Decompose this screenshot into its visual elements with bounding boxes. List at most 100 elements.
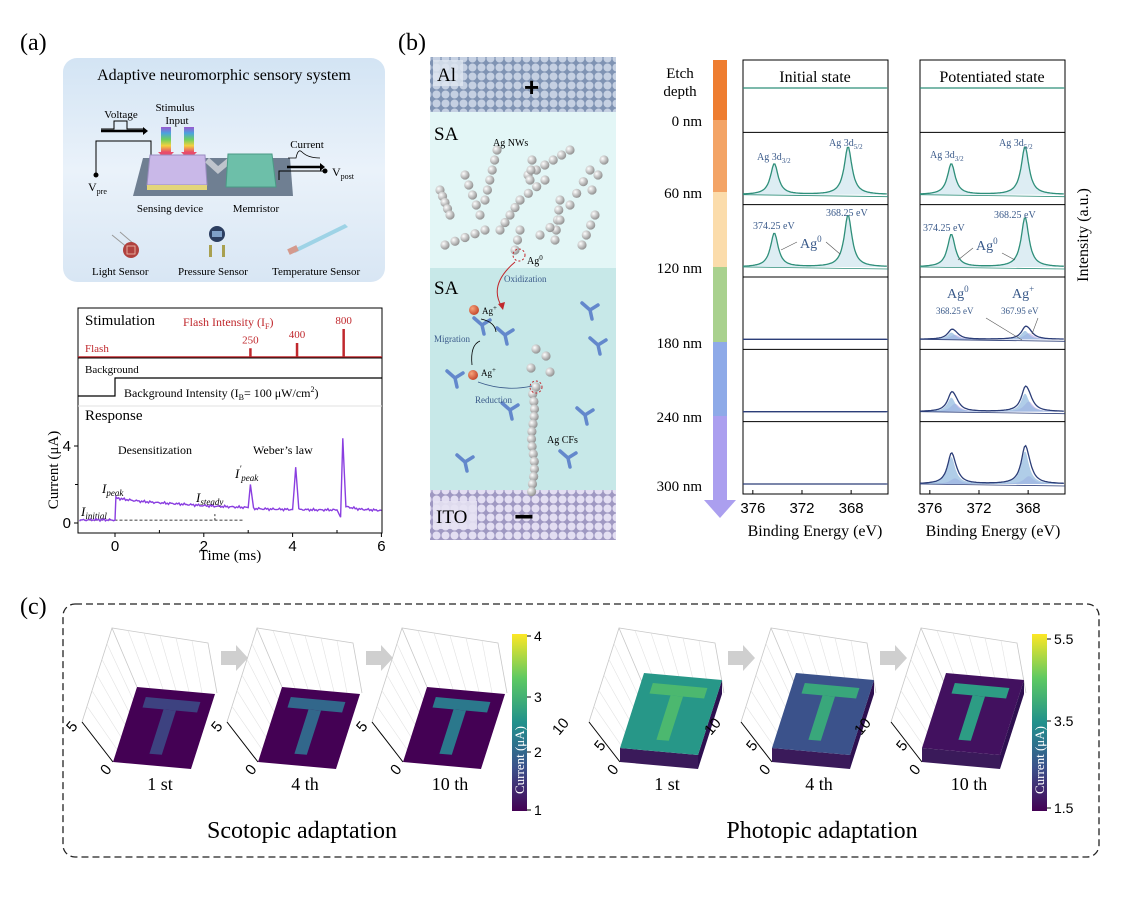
migration-arrow-icon xyxy=(471,340,481,366)
axis-line xyxy=(890,721,923,763)
ag-atom xyxy=(510,202,520,213)
ag-atom xyxy=(460,232,470,243)
grid-line xyxy=(376,706,408,750)
ag-atom xyxy=(445,210,455,220)
grid-line xyxy=(101,659,130,713)
axis-tick-label: 5 xyxy=(63,718,81,735)
axis-tick-label: 10 xyxy=(549,715,573,739)
light-sensor-icon xyxy=(111,231,139,258)
flash-intensity-title: Flash Intensity (IF) xyxy=(183,315,273,331)
flash-pulse-label: 800 xyxy=(335,315,352,327)
frame-label: 10 th xyxy=(951,774,988,794)
grid-line xyxy=(755,674,785,725)
map-letter-t-bar xyxy=(951,683,1010,699)
ag-atom xyxy=(593,170,603,180)
ann-ag0-initial: Ag0 xyxy=(800,234,822,252)
section-stimulation: Stimulation xyxy=(85,313,156,329)
adaptation-map: 0 5 10 th xyxy=(353,627,508,794)
axis-line xyxy=(740,721,773,763)
progress-arrow-icon xyxy=(728,645,755,671)
ag-atom xyxy=(475,210,485,220)
response-series-line xyxy=(78,438,382,523)
annotation-i-peak: Ipeak xyxy=(101,481,124,498)
grid-line xyxy=(417,630,441,689)
ag-plus-label-2: Ag+ xyxy=(481,366,496,378)
ag-atom xyxy=(541,351,551,361)
ag0-component xyxy=(743,215,888,267)
xps-baseline xyxy=(742,266,889,270)
grid-line xyxy=(86,706,118,750)
colorbar-label: Current (μA) xyxy=(512,726,527,794)
frame-label: 1 st xyxy=(147,774,173,794)
ag-atom xyxy=(540,160,550,170)
axis-tick-label: 5 xyxy=(893,737,911,754)
ag-filament-atom xyxy=(529,456,539,467)
map-letter-t-bar xyxy=(287,697,346,713)
panel-label-c: (c) xyxy=(20,594,47,620)
grid-line xyxy=(231,706,263,750)
slab-side-right xyxy=(850,680,874,769)
etch-depth-segment xyxy=(713,342,727,416)
memristor-icon xyxy=(225,153,277,188)
etch-arrow-head-icon xyxy=(704,500,736,518)
ag-atom xyxy=(500,217,510,228)
xps-annotations: Ag 3d3/2 Ag 3d5/2 Ag 3d3/2 Ag 3d5/2 374.… xyxy=(753,138,1039,316)
map-letter-t-bar xyxy=(432,697,491,713)
grid-line xyxy=(91,690,122,738)
ag-atom xyxy=(482,185,492,195)
ann-36795-180: 367.95 eV xyxy=(1001,306,1039,316)
etch-depth-segment xyxy=(713,120,727,192)
frame-label: 1 st xyxy=(654,774,680,794)
system-title: Adaptive neuromorphic sensory system xyxy=(97,67,351,84)
ag-atom xyxy=(471,200,481,210)
sa-label-bottom: SA xyxy=(434,278,459,299)
current-label: Current xyxy=(290,139,324,151)
memristor-label: Memristor xyxy=(233,203,280,215)
axis-tick-label: 0 xyxy=(756,761,774,778)
grid-line xyxy=(106,643,134,700)
ag-atom xyxy=(490,155,500,165)
xps-baseline xyxy=(742,194,889,198)
sensor-label-pressure: Pressure Sensor xyxy=(178,266,248,278)
ag-atom xyxy=(590,210,600,220)
minus-sign: − xyxy=(514,498,534,536)
ag-atom xyxy=(545,222,555,233)
v-post-terminal xyxy=(322,168,328,174)
map-letter-t-stem xyxy=(439,709,466,755)
annotation-weber: Weber’s law xyxy=(253,443,313,457)
etch-depth-segment xyxy=(713,416,727,500)
ag-nucleation-highlight xyxy=(529,380,543,394)
ag0-component xyxy=(920,218,1065,267)
annotation-i-peak-prime: I'peak xyxy=(234,464,259,483)
progress-arrow-icon xyxy=(221,645,248,671)
annotation-i-steady: Isteady xyxy=(195,490,223,507)
axis-line xyxy=(81,721,114,763)
v-post-label: Vpost xyxy=(332,165,355,181)
grid-line xyxy=(449,635,467,691)
xps-spectrum-line xyxy=(920,385,1064,412)
response-chart: Stimulation Flash Intensity (IF) Flash 2… xyxy=(46,307,386,564)
progress-arrow-icon xyxy=(366,645,393,671)
xps-x-tick-label: 372 xyxy=(789,500,814,517)
panel-label-a: (a) xyxy=(20,30,47,56)
colorbar-gradient xyxy=(1032,634,1047,811)
ag-atom xyxy=(526,363,536,373)
ag-atom xyxy=(578,177,588,187)
ag-atom xyxy=(531,382,541,392)
grid-line xyxy=(613,643,641,700)
axis-tick-label: 0 xyxy=(97,761,115,778)
ito-label: ITO xyxy=(436,507,467,528)
xps-spectrum-line xyxy=(919,444,1064,484)
flash-pulse-label: 250 xyxy=(242,334,259,346)
ag-atom xyxy=(540,175,550,185)
sa-molecule-icon xyxy=(445,369,465,389)
x-tick-label: 0 xyxy=(111,538,119,555)
x-tick-label: 4 xyxy=(288,538,296,555)
sa-molecules xyxy=(445,301,608,473)
grid-line xyxy=(175,637,190,692)
ag-atom xyxy=(581,230,591,240)
ag-filament-atom xyxy=(526,486,537,497)
ag-atom xyxy=(464,180,474,190)
etch-depth-label: 300 nm xyxy=(657,479,703,495)
frame-label: 4 th xyxy=(291,774,319,794)
